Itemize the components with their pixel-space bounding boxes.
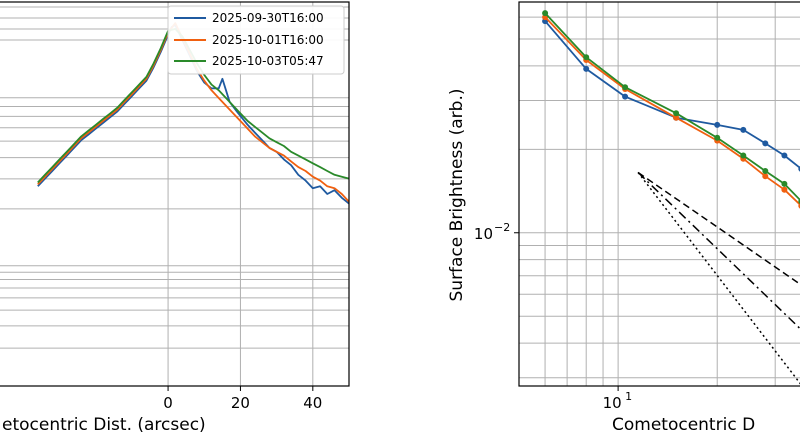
legend-box [167,5,345,75]
right-series-3-point-5 [740,152,747,159]
legend-label-3: 2025-10-03T05:47 [212,54,324,68]
right-series-2-point-7 [781,186,788,193]
left-grid [0,2,349,386]
right-series-1-point-6 [762,140,769,147]
right-series [542,10,800,209]
right-series-line-1 [544,20,800,170]
left-xlabel: etocentric Dist. (arcsec) [2,415,206,435]
right-ylabel: Surface Brightness (arb.) [447,89,467,302]
left-xtick-label-1: 20 [231,394,250,412]
right-series-3-point-6 [762,168,769,174]
legend-label-1: 2025-09-30T16:00 [212,11,324,25]
right-ytick-exponent-0: −2 [494,221,510,234]
right-xtick-exponent-0: 1 [625,390,632,403]
right-series-1-point-5 [740,126,747,133]
left-xtick-label-0: 0 [163,394,173,412]
right-series-1-point-2 [622,93,629,100]
left-panel: 0 20 40 etocentric Dist. (arcsec) 2025-09-… [0,1,350,435]
right-series-1-point-4 [714,121,721,128]
legend: 2025-09-30T16:00 2025-10-01T16:00 2025-1… [167,5,345,75]
right-series-1-point-1 [583,65,590,72]
right-xlabel: Cometocentric D [612,415,755,435]
right-series-3-point-4 [714,134,721,141]
right-series-3-point-3 [673,110,680,117]
right-xtick-label-0: 10 [603,394,622,412]
reference-line-dashed [637,171,800,286]
right-series-3-point-0 [542,10,549,17]
right-series-1-point-7 [781,152,788,159]
reference-line-dotted [637,172,800,385]
right-series-2-point-3 [673,114,680,121]
right-ytick-label-0: 10 [474,225,493,243]
legend-label-2: 2025-10-01T16:00 [212,33,324,47]
right-series-3-point-2 [622,84,629,91]
right-reference-lines [637,171,800,385]
right-grid [519,2,800,386]
right-series-3-point-7 [781,180,788,187]
left-ticks: 0 20 40 [163,386,322,412]
left-plot-frame [0,1,350,387]
reference-line-dashdot [637,171,800,330]
left-xtick-label-2: 40 [303,394,322,412]
right-ticks: 10 110 −2 [474,221,632,412]
right-series-3-point-1 [583,54,590,61]
right-panel: 10 110 −2 Surface Brightness (arb.) Cometo… [447,1,800,435]
right-plot-frame [518,1,800,387]
right-series-2-point-6 [762,173,769,180]
